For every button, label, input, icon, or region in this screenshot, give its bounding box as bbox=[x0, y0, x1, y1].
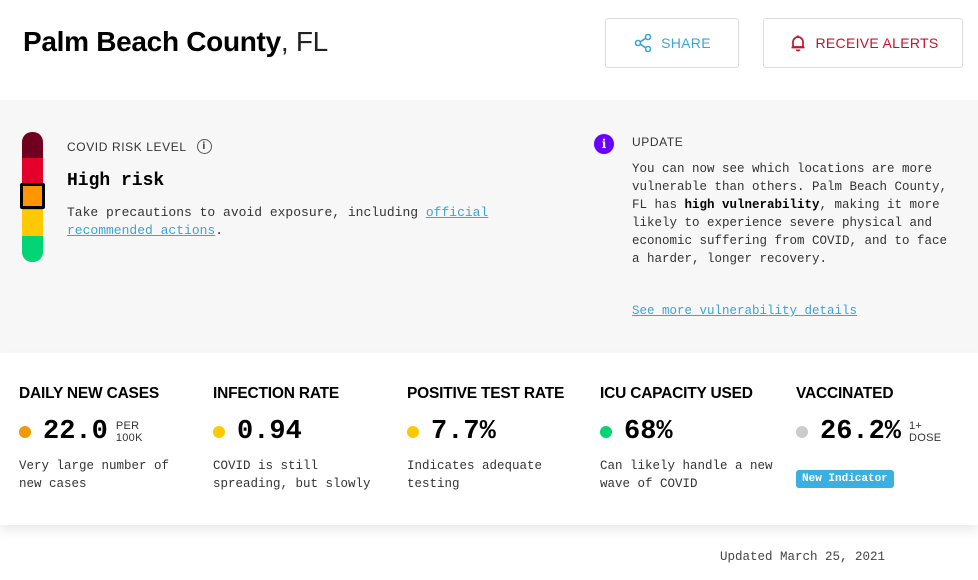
state-name: , FL bbox=[280, 26, 328, 57]
status-dot-icon bbox=[19, 426, 31, 438]
metric-value: 0.94 bbox=[237, 417, 302, 447]
share-button-label: SHARE bbox=[661, 35, 711, 51]
metric-value: 7.7% bbox=[431, 417, 496, 447]
info-icon[interactable]: i bbox=[196, 139, 212, 154]
metric-unit-line-2: DOSE bbox=[909, 432, 942, 444]
metric-description: Very large number of new cases bbox=[19, 459, 170, 491]
risk-desc-suffix: . bbox=[215, 223, 224, 238]
share-button[interactable]: SHARE bbox=[605, 18, 739, 68]
new-indicator-badge: New Indicator bbox=[796, 470, 894, 488]
metric-icu-capacity-used[interactable]: ICU CAPACITY USED 68% Can likely handle … bbox=[600, 353, 790, 525]
metric-daily-new-cases[interactable]: DAILY NEW CASES 22.0 PER 100K Very large … bbox=[19, 353, 209, 525]
metric-unit-line-1: PER bbox=[115, 420, 140, 432]
metric-value-row: 22.0 PER 100K bbox=[19, 417, 143, 447]
status-dot-icon bbox=[213, 426, 225, 438]
metric-title: POSITIVE TEST RATE bbox=[407, 385, 565, 402]
metric-value-row: 26.2% 1+ DOSE bbox=[796, 417, 941, 447]
metric-title: DAILY NEW CASES bbox=[19, 385, 159, 402]
last-updated-text: Updated March 25, 2021 bbox=[720, 550, 886, 564]
metric-positive-test-rate[interactable]: POSITIVE TEST RATE 7.7% Indicates adequa… bbox=[407, 353, 597, 525]
update-text-1: You can now see which locations are more… bbox=[632, 162, 948, 212]
county-name: Palm Beach County bbox=[23, 26, 281, 57]
risk-segment-very-high bbox=[22, 158, 43, 184]
risk-level-text: High risk bbox=[67, 171, 165, 191]
risk-segment-severe bbox=[22, 132, 43, 158]
vulnerability-details-link[interactable]: See more vulnerability details bbox=[632, 304, 858, 318]
update-text: You can now see which locations are more… bbox=[632, 160, 962, 268]
metric-description: Indicates adequate testing bbox=[407, 459, 543, 491]
status-dot-icon bbox=[600, 426, 612, 438]
metric-value: 22.0 bbox=[43, 417, 108, 447]
metric-title: INFECTION RATE bbox=[213, 385, 340, 402]
metric-value: 26.2% bbox=[820, 417, 902, 447]
status-dot-icon bbox=[407, 426, 419, 438]
status-dot-icon bbox=[796, 426, 808, 438]
metric-title: VACCINATED bbox=[796, 385, 894, 402]
risk-desc-prefix: Take precautions to avoid exposure, incl… bbox=[67, 205, 426, 220]
recommended-actions-link[interactable]: official recommended actions bbox=[67, 205, 489, 238]
page-title: Palm Beach County, FL bbox=[23, 26, 328, 58]
update-label: UPDATE bbox=[632, 135, 684, 149]
metric-unit: PER 100K bbox=[116, 420, 143, 444]
update-text-2: , making it more likely to experience se… bbox=[632, 198, 948, 266]
metric-description: Can likely handle a new wave of COVID bbox=[600, 459, 773, 491]
metrics-strip: DAILY NEW CASES 22.0 PER 100K Very large … bbox=[0, 353, 978, 525]
update-info-icon: i bbox=[594, 134, 614, 154]
page-header: Palm Beach County, FL SHARE RECEIVE ALER… bbox=[0, 0, 978, 100]
metric-unit-line-2: 100K bbox=[115, 432, 143, 444]
receive-alerts-label: RECEIVE ALERTS bbox=[815, 35, 939, 51]
risk-description: Take precautions to avoid exposure, incl… bbox=[67, 204, 507, 240]
metric-value: 68% bbox=[624, 417, 673, 447]
metric-title: ICU CAPACITY USED bbox=[600, 385, 753, 402]
risk-thermometer bbox=[20, 132, 45, 262]
share-icon bbox=[633, 33, 653, 53]
update-text-bold: high vulnerability bbox=[684, 198, 820, 212]
bell-icon bbox=[788, 33, 808, 53]
metric-description: COVID is still spreading, but slowly bbox=[213, 459, 371, 491]
receive-alerts-button[interactable]: RECEIVE ALERTS bbox=[763, 18, 963, 68]
risk-label: COVID RISK LEVEL i bbox=[67, 139, 212, 154]
risk-label-text: COVID RISK LEVEL bbox=[67, 139, 187, 154]
metric-value-row: 68% bbox=[600, 417, 673, 447]
risk-segment-low bbox=[22, 236, 43, 262]
metric-unit: 1+ DOSE bbox=[909, 420, 941, 444]
risk-level-marker bbox=[20, 183, 45, 209]
risk-segment-medium bbox=[22, 210, 43, 236]
metric-infection-rate[interactable]: INFECTION RATE 0.94 COVID is still sprea… bbox=[213, 353, 403, 525]
metric-value-row: 0.94 bbox=[213, 417, 302, 447]
metric-unit-line-1: 1+ bbox=[909, 420, 923, 432]
metric-value-row: 7.7% bbox=[407, 417, 496, 447]
risk-panel: COVID RISK LEVEL i High risk Take precau… bbox=[0, 100, 978, 353]
metric-vaccinated[interactable]: VACCINATED 26.2% 1+ DOSE New Indicator bbox=[796, 353, 978, 525]
